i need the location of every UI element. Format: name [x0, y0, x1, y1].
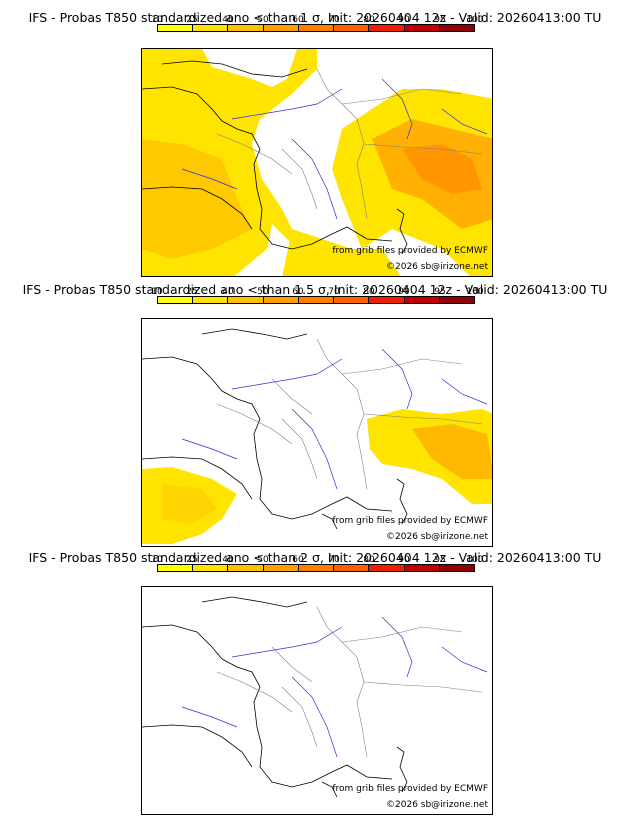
- borders: [216, 68, 483, 220]
- legend-swatch-10: [158, 25, 194, 31]
- prob-area-alps-core: [402, 144, 482, 194]
- legend-swatch-25: [193, 25, 229, 31]
- legend-swatch-10: [158, 297, 194, 303]
- legend-swatch-40: [228, 565, 264, 571]
- credit-copyright: ©2026 sb@irizone.net: [386, 262, 488, 272]
- legend-label: 95: [434, 15, 446, 25]
- legend-label: 50: [257, 555, 269, 565]
- color-legend: 10 25 40 50 60 70 80 90 95 100: [151, 555, 484, 582]
- credit-copyright: ©2026 sb@irizone.net: [386, 800, 488, 810]
- color-legend: 10 25 40 50 60 70 80 90 95 100: [151, 287, 484, 314]
- borders: [216, 338, 483, 490]
- legend-label: 60: [292, 555, 304, 565]
- legend-bar: [157, 24, 475, 32]
- legend-bar: [157, 564, 475, 572]
- legend-label: 70: [328, 287, 340, 297]
- prob-area-east-deep: [412, 424, 492, 479]
- legend-swatch-50: [263, 565, 299, 571]
- legend-label: 90: [398, 555, 410, 565]
- legend-label: 50: [257, 15, 269, 25]
- legend-swatch-50: [263, 297, 299, 303]
- panel-title: IFS - Probas T850 standardized ano < tha…: [22, 282, 608, 297]
- legend-swatch-95: [439, 297, 474, 303]
- coastlines: [142, 328, 408, 530]
- legend-swatch-40: [228, 297, 264, 303]
- prob-area-south: [282, 229, 401, 276]
- legend-swatch-10: [158, 565, 194, 571]
- map-canvas: [142, 49, 492, 276]
- legend-label: 40: [222, 555, 234, 565]
- legend-label: 40: [222, 287, 234, 297]
- credit-source: from grib files provided by ECMWF: [332, 784, 488, 794]
- legend-label: 70: [328, 15, 340, 25]
- legend-label: 100: [466, 555, 484, 565]
- legend-swatch-90: [404, 25, 440, 31]
- probability-map: from grib files provided by ECMWF ©2026 …: [141, 48, 493, 277]
- legend-label: 25: [186, 555, 198, 565]
- legend-label: 80: [363, 287, 375, 297]
- legend-swatch-95: [439, 25, 474, 31]
- legend-swatch-25: [193, 565, 229, 571]
- legend-label: 10: [151, 15, 163, 25]
- legend-label: 60: [292, 15, 304, 25]
- legend-swatch-90: [404, 297, 440, 303]
- rivers: [181, 616, 488, 758]
- panel-title: IFS - Probas T850 standardized ano < tha…: [28, 550, 602, 565]
- legend-label: 60: [292, 287, 304, 297]
- legend-label: 95: [434, 287, 446, 297]
- legend-label: 10: [151, 555, 163, 565]
- legend-swatch-70: [334, 565, 370, 571]
- legend-swatch-80: [369, 297, 405, 303]
- legend-label: 40: [222, 15, 234, 25]
- legend-label: 10: [151, 287, 163, 297]
- legend-label: 25: [186, 287, 198, 297]
- legend-label: 95: [434, 555, 446, 565]
- credit-copyright: ©2026 sb@irizone.net: [386, 532, 488, 542]
- color-legend: 10 25 40 50 60 70 80 90 95 100: [151, 15, 484, 42]
- rivers: [181, 348, 488, 490]
- coastlines: [142, 596, 408, 798]
- legend-label: 80: [363, 15, 375, 25]
- legend-swatch-70: [334, 297, 370, 303]
- legend-swatch-50: [263, 25, 299, 31]
- legend-swatch-70: [334, 25, 370, 31]
- panel-title: IFS - Probas T850 standardized ano < tha…: [28, 10, 602, 25]
- legend-bar: [157, 296, 475, 304]
- legend-swatch-60: [298, 297, 335, 303]
- legend-label: 80: [363, 555, 375, 565]
- legend-label: 90: [398, 15, 410, 25]
- legend-swatch-25: [193, 297, 229, 303]
- legend-label: 70: [328, 555, 340, 565]
- probability-map: from grib files provided by ECMWF ©2026 …: [141, 318, 493, 547]
- prob-area-southwest-deep: [162, 484, 217, 524]
- legend-label: 100: [466, 287, 484, 297]
- legend-swatch-40: [228, 25, 264, 31]
- map-canvas: [142, 596, 488, 798]
- coastlines: [142, 60, 408, 255]
- legend-swatch-80: [369, 565, 405, 571]
- credit-source: from grib files provided by ECMWF: [332, 516, 488, 526]
- legend-label: 90: [398, 287, 410, 297]
- credit-source: from grib files provided by ECMWF: [332, 246, 488, 256]
- legend-swatch-60: [298, 25, 335, 31]
- legend-label: 50: [257, 287, 269, 297]
- prob-area-west-deep: [142, 139, 252, 259]
- legend-label: 25: [186, 15, 198, 25]
- rivers: [181, 78, 488, 220]
- legend-swatch-95: [439, 565, 474, 571]
- legend-swatch-80: [369, 25, 405, 31]
- legend-swatch-60: [298, 565, 335, 571]
- map-canvas: [142, 328, 492, 544]
- legend-swatch-90: [404, 565, 440, 571]
- legend-label: 100: [466, 15, 484, 25]
- borders: [216, 606, 483, 758]
- probability-map: from grib files provided by ECMWF ©2026 …: [141, 586, 493, 815]
